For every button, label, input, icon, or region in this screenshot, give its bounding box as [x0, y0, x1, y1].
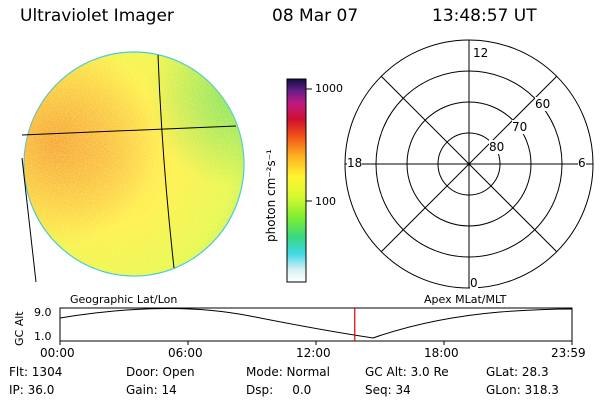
- observation-time: 13:48:57 UT: [432, 6, 537, 26]
- mlt-label-0: 0: [470, 276, 478, 290]
- polar-diagonal-2: [380, 75, 558, 253]
- timeline-x-label-0: 00:00: [40, 346, 75, 360]
- mlat-label-60: 60: [535, 97, 551, 111]
- colorbar-tick-label-1000: 1000: [315, 82, 343, 95]
- limb-line: [21, 157, 37, 283]
- timeline-x-label-2: 12:00: [296, 346, 331, 360]
- mlat-label-80: 80: [489, 140, 505, 154]
- status-ip: IP: 36.0: [9, 383, 55, 397]
- status-gain: Gain: 14: [126, 383, 177, 397]
- mlt-label-18: 18: [347, 156, 363, 170]
- orbit-altitude-curve: [59, 308, 573, 339]
- timeline-frame: [59, 307, 573, 342]
- status-gc-alt: GC Alt: 3.0 Re: [365, 365, 449, 379]
- status-dsp: Dsp: 0.0: [246, 383, 312, 397]
- earth-disk: [23, 51, 245, 277]
- mlt-label-6: 6: [578, 156, 586, 170]
- timeline-left-title: Geographic Lat/Lon: [70, 293, 178, 306]
- mlat-label-70: 70: [512, 120, 528, 134]
- status-glat: GLat: 28.3: [486, 365, 549, 379]
- status-mode: Mode: Normal: [246, 365, 330, 379]
- geographic-grid-lines: [21, 54, 237, 283]
- timeline-y-tick-top: 9.0: [34, 306, 52, 319]
- timeline-x-label-3: 18:00: [424, 346, 459, 360]
- latitude-line: [21, 125, 237, 136]
- timeline-y-tick-bottom: 1.0: [34, 330, 52, 343]
- status-seq: Seq: 34: [365, 383, 411, 397]
- longitude-line: [157, 54, 175, 269]
- observation-date: 08 Mar 07: [272, 6, 359, 26]
- app-title: Ultraviolet Imager: [20, 6, 174, 26]
- timeline-x-label-1: 06:00: [168, 346, 203, 360]
- colorbar-tick-label-100: 100: [315, 195, 336, 208]
- status-door: Door: Open: [126, 365, 195, 379]
- mlt-label-12: 12: [473, 46, 489, 60]
- timeline-right-title: Apex MLat/MLT: [424, 293, 507, 306]
- timeline-x-label-4: 23:59: [551, 346, 586, 360]
- status-flight: Flt: 1304: [9, 365, 63, 379]
- status-glon: GLon: 318.3: [486, 383, 559, 397]
